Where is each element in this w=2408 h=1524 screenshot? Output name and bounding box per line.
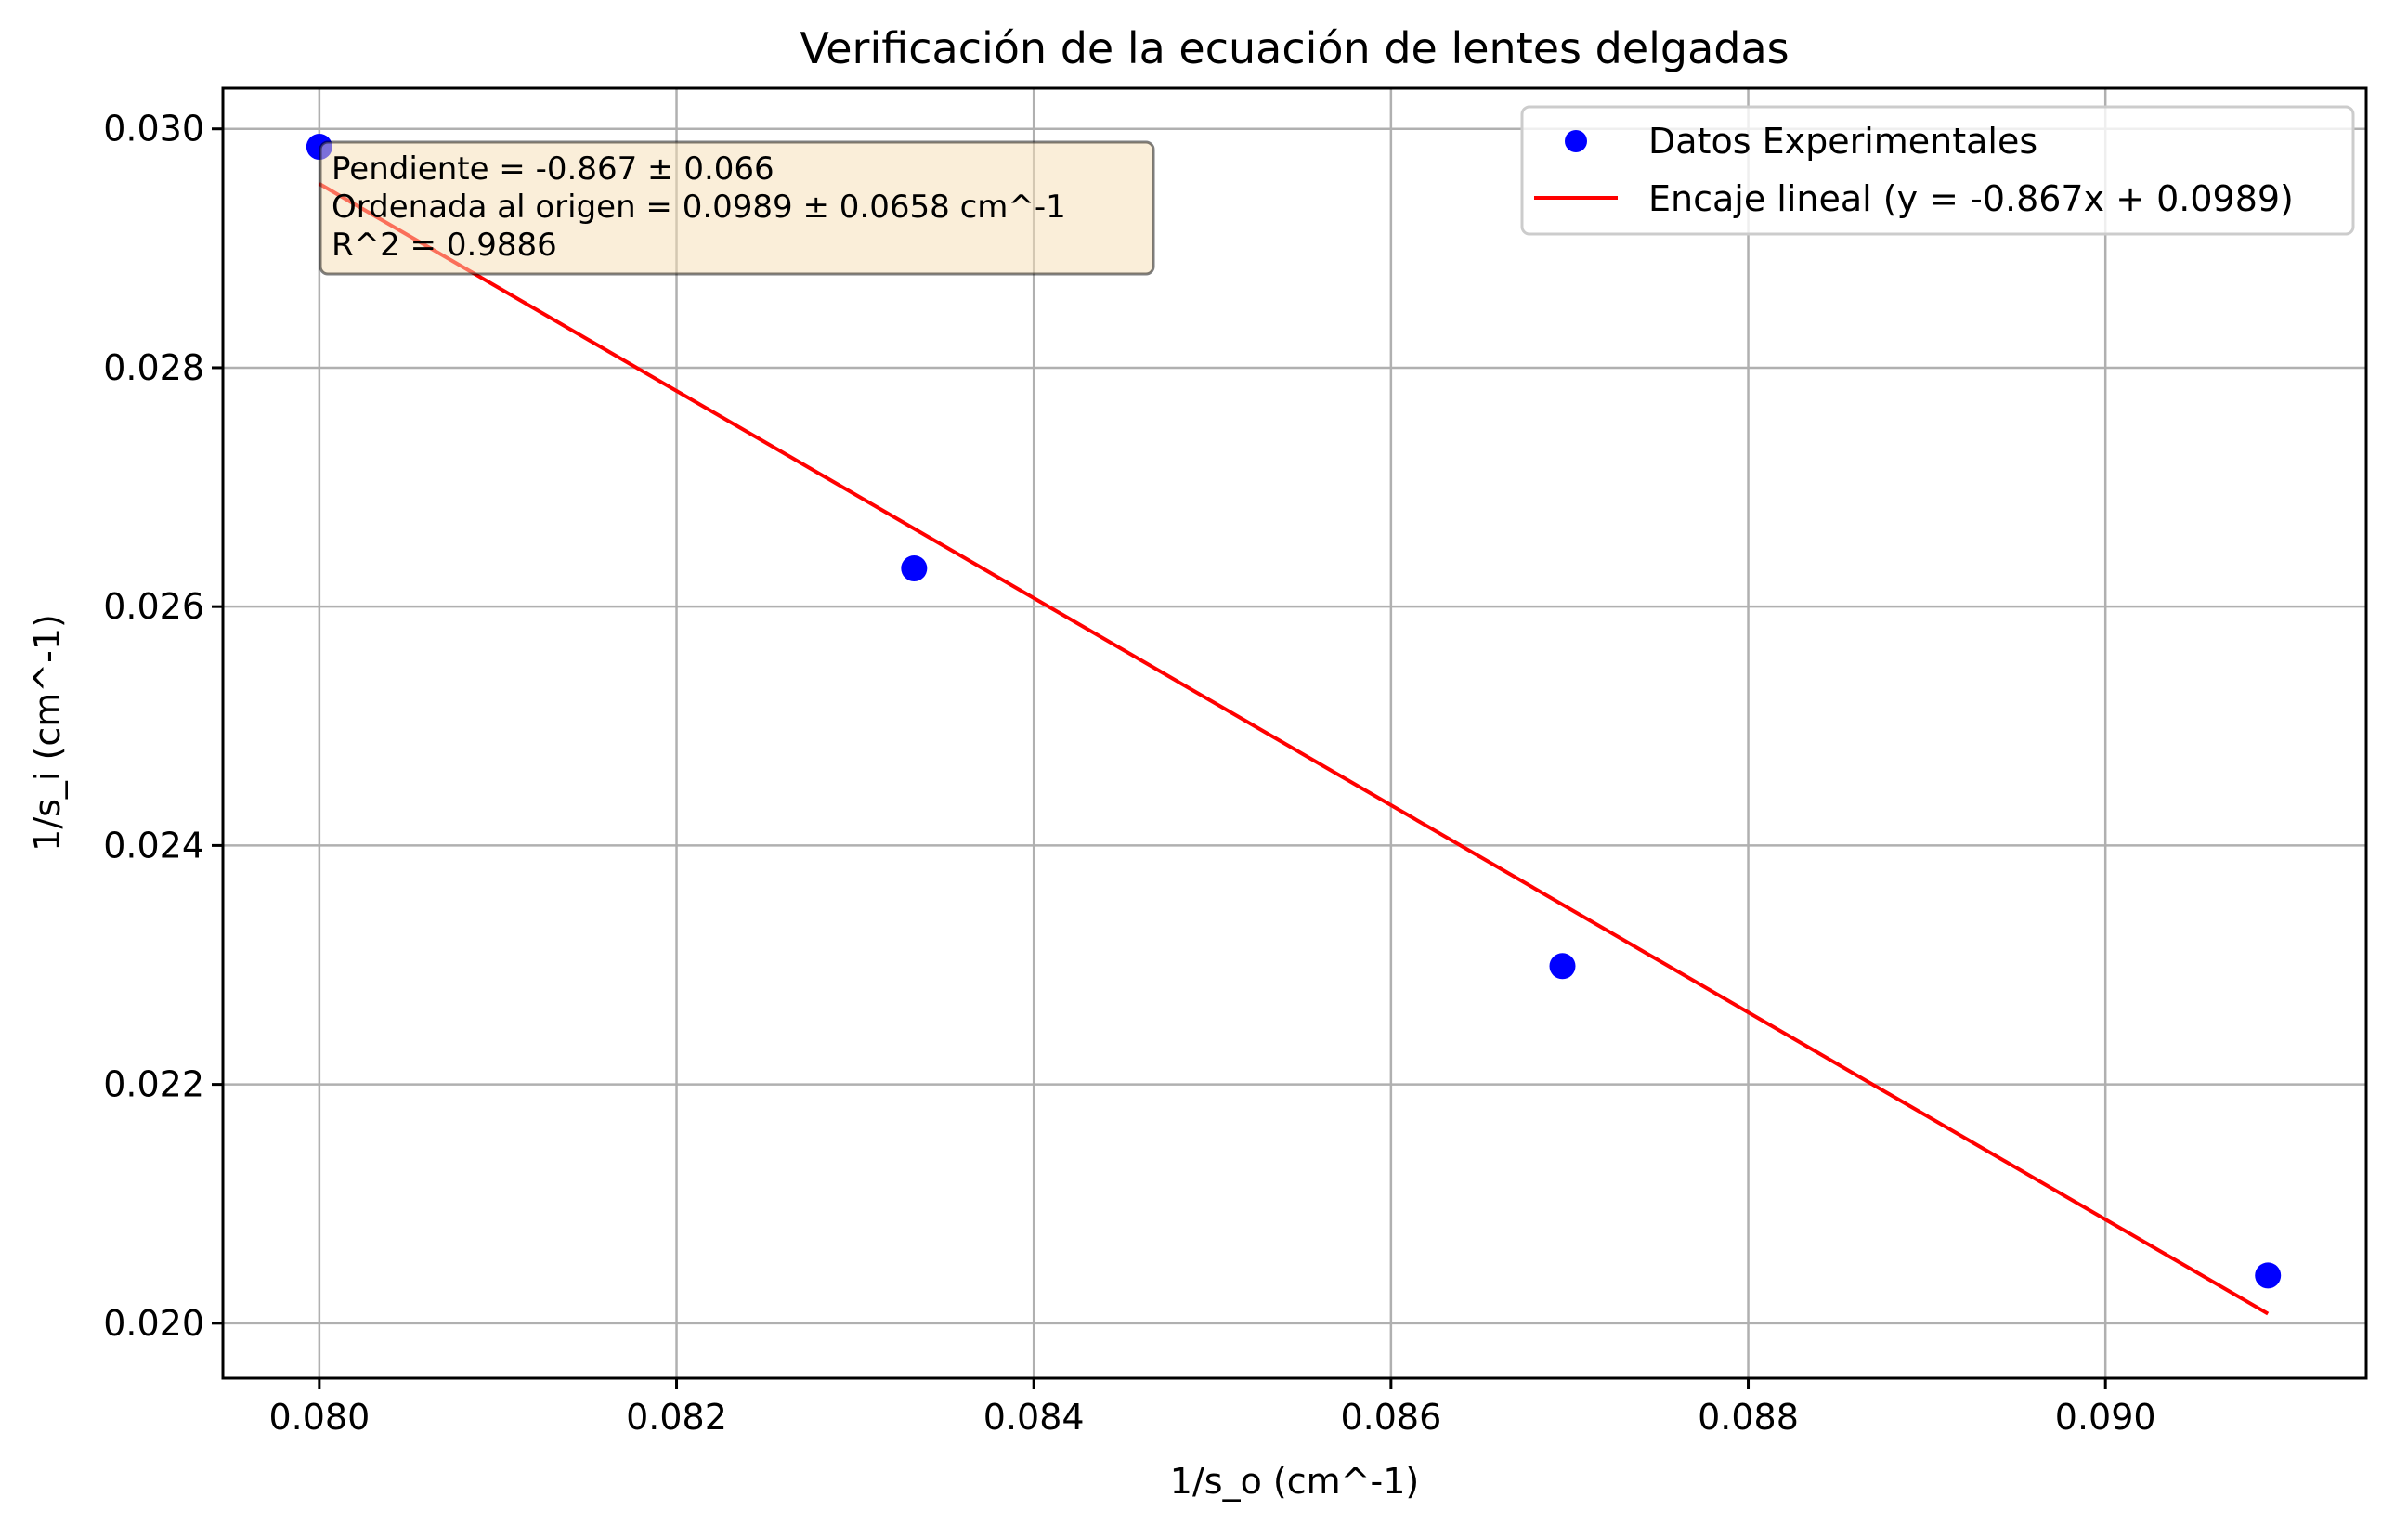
y-tick-label: 0.022 <box>103 1064 204 1105</box>
x-axis-label: 1/s_o (cm^-1) <box>1170 1461 1419 1502</box>
data-point <box>901 555 928 582</box>
grid <box>223 88 2366 1378</box>
x-tick-label: 0.086 <box>1340 1397 1441 1438</box>
legend-label-fit: Encaje lineal (y = -0.867x + 0.0989) <box>1648 178 2294 219</box>
y-tick-label: 0.020 <box>103 1303 204 1344</box>
fit-stats-annotation: Pendiente = -0.867 ± 0.066 Ordenada al o… <box>319 140 1155 276</box>
x-tick-label: 0.088 <box>1698 1397 1799 1438</box>
x-tick-label: 0.080 <box>268 1397 370 1438</box>
chart-title: Verificación de la ecuación de lentes de… <box>800 23 1789 73</box>
plot-frame <box>221 86 2368 1380</box>
ticks: 0.080 0.082 0.084 0.086 0.088 0.090 0.020 0.022… <box>103 109 2155 1438</box>
annotation-line-slope: Pendiente = -0.867 ± 0.066 <box>332 150 774 188</box>
legend-frame <box>1520 105 2355 236</box>
annotation-line-intercept: Ordenada al origen = 0.0989 ± 0.0658 cm^… <box>332 189 1066 226</box>
legend-marker-points <box>1565 130 1587 152</box>
y-tick-label: 0.030 <box>103 109 204 150</box>
y-tick-label: 0.024 <box>103 825 204 866</box>
x-tick-label: 0.082 <box>626 1397 727 1438</box>
x-tick-label: 0.084 <box>983 1397 1085 1438</box>
data-point <box>2255 1262 2282 1289</box>
legend: Datos Experimentales Encaje lineal (y = … <box>1520 105 2355 236</box>
fit-line-layer <box>318 182 2270 1316</box>
y-axis-label: 1/s_i (cm^-1) <box>27 614 68 852</box>
data-point <box>1549 953 1576 980</box>
annotation-line-r2: R^2 = 0.9886 <box>332 227 557 264</box>
y-tick-label: 0.028 <box>103 347 204 388</box>
x-tick-label: 0.090 <box>2055 1397 2156 1438</box>
y-tick-label: 0.026 <box>103 586 204 627</box>
fit-line <box>318 182 2270 1316</box>
annotation-background <box>319 140 1155 276</box>
legend-label-points: Datos Experimentales <box>1648 121 2037 162</box>
